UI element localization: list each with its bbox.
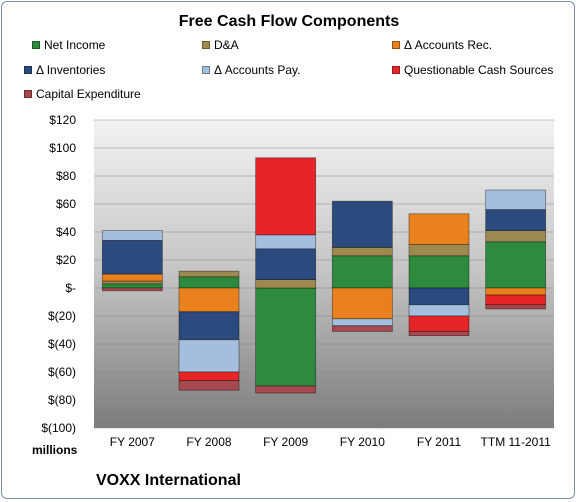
y-tick-label: $(40) [48, 337, 76, 351]
bar-segment [408, 304, 470, 317]
legend-item-capex: Capital Expenditure [24, 87, 141, 101]
y-tick-label: $(60) [48, 365, 76, 379]
bar-segment [255, 279, 317, 289]
bar-segment [255, 385, 317, 394]
bar-segment [101, 283, 163, 289]
legend-label: Δ Accounts Rec. [404, 38, 493, 52]
y-tick-label: $100 [49, 141, 76, 155]
company-name: VOXX International [96, 472, 241, 489]
x-tick-label: FY 2009 [263, 435, 308, 449]
bar-segment [485, 287, 547, 296]
chart-title: Free Cash Flow Components [178, 13, 400, 30]
legend-label: Capital Expenditure [36, 87, 141, 101]
bar-segment [101, 239, 163, 275]
bar-segment [331, 255, 393, 289]
x-tick-label: FY 2011 [417, 435, 462, 449]
y-tick-label: $80 [56, 169, 76, 183]
legend-swatch [392, 66, 400, 74]
legend-swatch [202, 66, 210, 74]
legend-item-net-income: Net Income [32, 38, 105, 52]
legend-item-inventories: Δ Inventories [24, 63, 105, 77]
bar-segment [331, 318, 393, 327]
bar-segment [178, 311, 240, 341]
legend-item-accounts-pay: Δ Accounts Pay. [202, 63, 301, 77]
bar-segment [485, 209, 547, 232]
bar-segment [178, 379, 240, 391]
legend-item-questionable: Questionable Cash Sources [392, 63, 553, 77]
legend-swatch [392, 41, 400, 49]
x-tick-label: FY 2010 [340, 435, 385, 449]
bar-segment [101, 230, 163, 241]
legend-swatch [202, 41, 210, 49]
bar-segment [101, 280, 163, 285]
y-tick-label: $20 [56, 253, 76, 267]
legend-label: Questionable Cash Sources [404, 63, 554, 77]
bar-segment [101, 287, 163, 292]
bar-segment [408, 287, 470, 306]
plot-area [94, 120, 554, 428]
legend-item-da: D&A [202, 38, 239, 52]
bar-segment [178, 276, 240, 289]
bar-segment [178, 371, 240, 381]
bar-segment [485, 241, 547, 289]
bar-segment [178, 287, 240, 313]
bar-segment [255, 287, 317, 387]
y-tick-label: $- [65, 281, 76, 295]
y-tick-label: $40 [56, 225, 76, 239]
bar-segment [485, 189, 547, 211]
legend-label: Net Income [44, 38, 106, 52]
bar-segment [255, 234, 317, 250]
legend-label: D&A [214, 38, 239, 52]
legend-item-accounts-rec: Δ Accounts Rec. [392, 38, 492, 52]
legend-swatch [32, 41, 40, 49]
x-tick-label: FY 2007 [110, 435, 155, 449]
bar-segment [255, 157, 317, 236]
legend-swatch [24, 90, 32, 98]
bar-segment [485, 294, 547, 306]
legend-swatch [24, 66, 32, 74]
bar-segment [485, 304, 547, 310]
bar-segment [331, 325, 393, 332]
unit-label: millions [32, 443, 78, 457]
y-tick-label: $(20) [48, 309, 76, 323]
legend-label: Δ Accounts Pay. [214, 63, 301, 77]
bar-segment [331, 287, 393, 320]
bar-segment [178, 270, 240, 278]
bar-segment [255, 248, 317, 281]
y-tick-label: $120 [49, 113, 76, 127]
bar-segment [101, 273, 163, 282]
bar-segment [408, 330, 470, 336]
y-tick-label: $(80) [48, 393, 76, 407]
x-tick-label: FY 2008 [186, 435, 231, 449]
bar-segment [408, 244, 470, 257]
bar-segment [485, 230, 547, 243]
x-tick-label: TTM 11-2011 [481, 435, 552, 449]
bar-segment [408, 315, 470, 332]
bar-segment [331, 246, 393, 257]
bar-segment [178, 339, 240, 373]
y-tick-label: $(100) [41, 421, 76, 435]
bar-segment [331, 200, 393, 248]
bar-segment [408, 213, 470, 246]
legend-label: Δ Inventories [36, 63, 106, 77]
bar-segment [408, 255, 470, 289]
y-tick-label: $60 [56, 197, 76, 211]
